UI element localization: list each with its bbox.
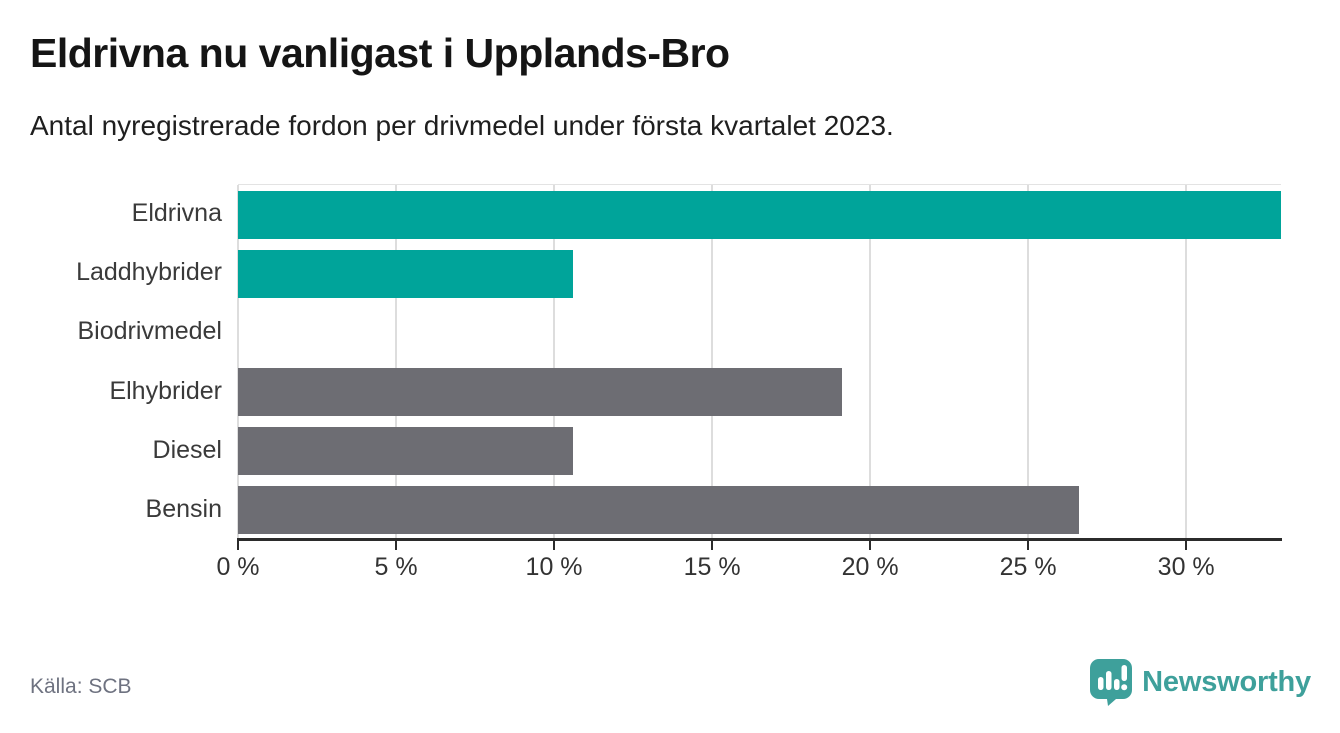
x-tick-label-10: 10 %	[525, 553, 583, 581]
gridline-10	[553, 185, 556, 540]
newsworthy-speech-bubble-chart-icon	[1090, 659, 1133, 706]
category-label-elhybrider: Elhybrider	[109, 376, 222, 405]
bar-eldrivna	[238, 190, 1281, 239]
x-tick-25	[1027, 538, 1030, 550]
x-tick-0	[237, 538, 239, 550]
category-axis-labels: Eldrivna Laddhybrider Biodrivmedel Elhybrid…	[0, 184, 222, 539]
chart-title: Eldrivna nu vanligast i Upplands-Bro	[30, 30, 730, 76]
gridline-25	[1027, 185, 1030, 540]
newsworthy-wordmark: Newsworthy	[1142, 665, 1311, 698]
x-tick-30	[1185, 538, 1188, 550]
gridline-20	[869, 185, 872, 540]
gridline-0	[237, 185, 239, 540]
newsworthy-logo: Newsworthy	[1089, 658, 1311, 706]
bar-row-laddhybrider	[238, 244, 1281, 303]
x-axis-line	[237, 538, 1282, 541]
category-label-laddhybrider: Laddhybrider	[76, 258, 222, 287]
gridline-5	[395, 185, 398, 540]
chart-subtitle: Antal nyregistrerade fordon per drivmede…	[30, 110, 894, 141]
category-label-bensin: Bensin	[145, 494, 222, 523]
x-tick-5	[395, 538, 398, 550]
category-label-diesel: Diesel	[152, 435, 222, 464]
bar-row-eldrivna	[238, 185, 1281, 244]
x-tick-20	[869, 538, 872, 550]
bar-elhybrider	[238, 368, 842, 417]
bar-diesel	[238, 427, 574, 476]
x-tick-label-5: 5 %	[374, 553, 418, 581]
bar-row-biodrivmedel	[238, 303, 1281, 362]
source-note: Källa: SCB	[30, 675, 132, 698]
x-tick-label-20: 20 %	[841, 553, 899, 581]
category-label-eldrivna: Eldrivna	[131, 199, 222, 228]
x-tick-label-15: 15 %	[683, 553, 741, 581]
x-tick-10	[553, 538, 556, 550]
plot-area	[237, 184, 1281, 540]
bar-row-diesel	[238, 422, 1281, 481]
bar-laddhybrider	[238, 249, 574, 298]
x-tick-label-30: 30 %	[1157, 553, 1215, 581]
bar-row-bensin	[238, 481, 1281, 540]
bar-bensin	[238, 486, 1079, 535]
category-label-biodrivmedel: Biodrivmedel	[77, 317, 222, 346]
bar-row-elhybrider	[238, 363, 1281, 422]
x-tick-label-25: 25 %	[999, 553, 1057, 581]
gridline-30	[1185, 185, 1188, 540]
gridline-15	[711, 185, 714, 540]
x-tick-label-0: 0 %	[216, 553, 260, 581]
x-tick-15	[711, 538, 714, 550]
